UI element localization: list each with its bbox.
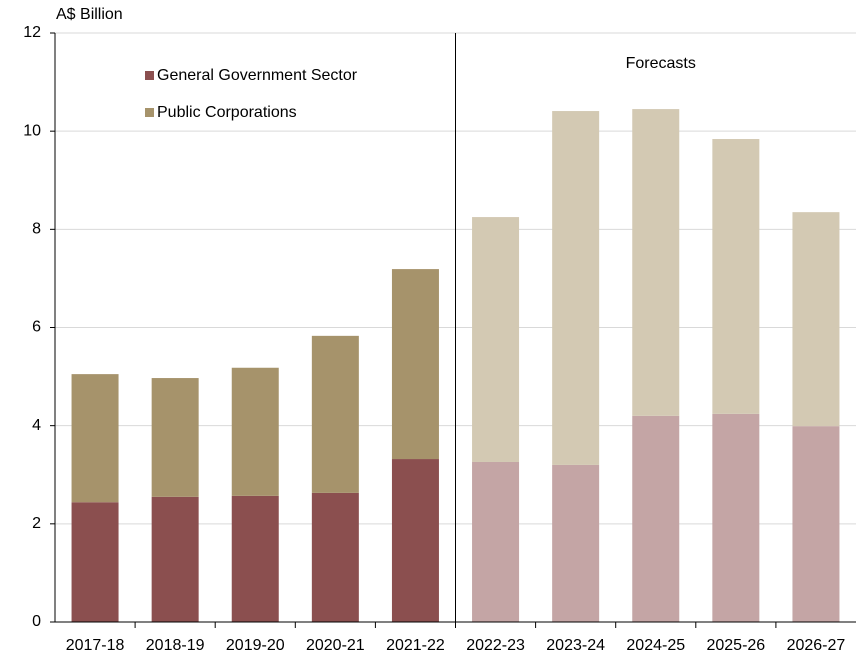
- x-tick-label: 2021-22: [386, 637, 445, 654]
- legend-label: Public Corporations: [157, 104, 297, 121]
- bar-segment: [792, 426, 840, 622]
- bar-segment: [391, 269, 439, 460]
- y-tick-label: 10: [23, 122, 41, 139]
- legend-label: General Government Sector: [157, 67, 358, 84]
- bar-segment: [552, 464, 600, 622]
- y-tick-label: 8: [32, 221, 41, 238]
- bar-segment: [712, 413, 760, 622]
- bar-segment: [632, 109, 680, 416]
- bar-segment: [632, 415, 680, 622]
- bar-segment: [231, 367, 279, 496]
- x-tick-label: 2023-24: [546, 637, 605, 654]
- bar-segment: [311, 335, 359, 493]
- x-tick-label: 2024-25: [626, 637, 685, 654]
- y-tick-label: 4: [32, 417, 41, 434]
- x-tick-label: 2025-26: [706, 637, 765, 654]
- bar-segment: [71, 374, 119, 503]
- x-tick-label: 2026-27: [787, 637, 846, 654]
- y-tick-label: 6: [32, 319, 41, 336]
- x-tick-label: 2018-19: [146, 637, 205, 654]
- legend-swatch: [145, 108, 154, 117]
- bar-segment: [71, 502, 119, 622]
- bar-segment: [712, 139, 760, 414]
- bar-segment: [792, 212, 840, 427]
- x-tick-label: 2019-20: [226, 637, 285, 654]
- bar-segment: [311, 492, 359, 622]
- x-tick-label: 2017-18: [66, 637, 125, 654]
- y-axis-label: A$ Billion: [56, 6, 123, 23]
- bar-segment: [472, 461, 520, 622]
- bar-segment: [151, 378, 199, 497]
- x-tick-label: 2022-23: [466, 637, 525, 654]
- x-tick-label: 2020-21: [306, 637, 365, 654]
- bar-segment: [391, 459, 439, 622]
- annotation: Forecasts: [626, 55, 696, 72]
- bar-segment: [552, 111, 600, 465]
- y-tick-label: 12: [23, 24, 41, 41]
- bar-segment: [472, 217, 520, 462]
- y-tick-label: 0: [32, 613, 41, 630]
- bar-segment: [151, 496, 199, 622]
- y-tick-label: 2: [32, 515, 41, 532]
- bar-segment: [231, 495, 279, 622]
- legend-swatch: [145, 71, 154, 80]
